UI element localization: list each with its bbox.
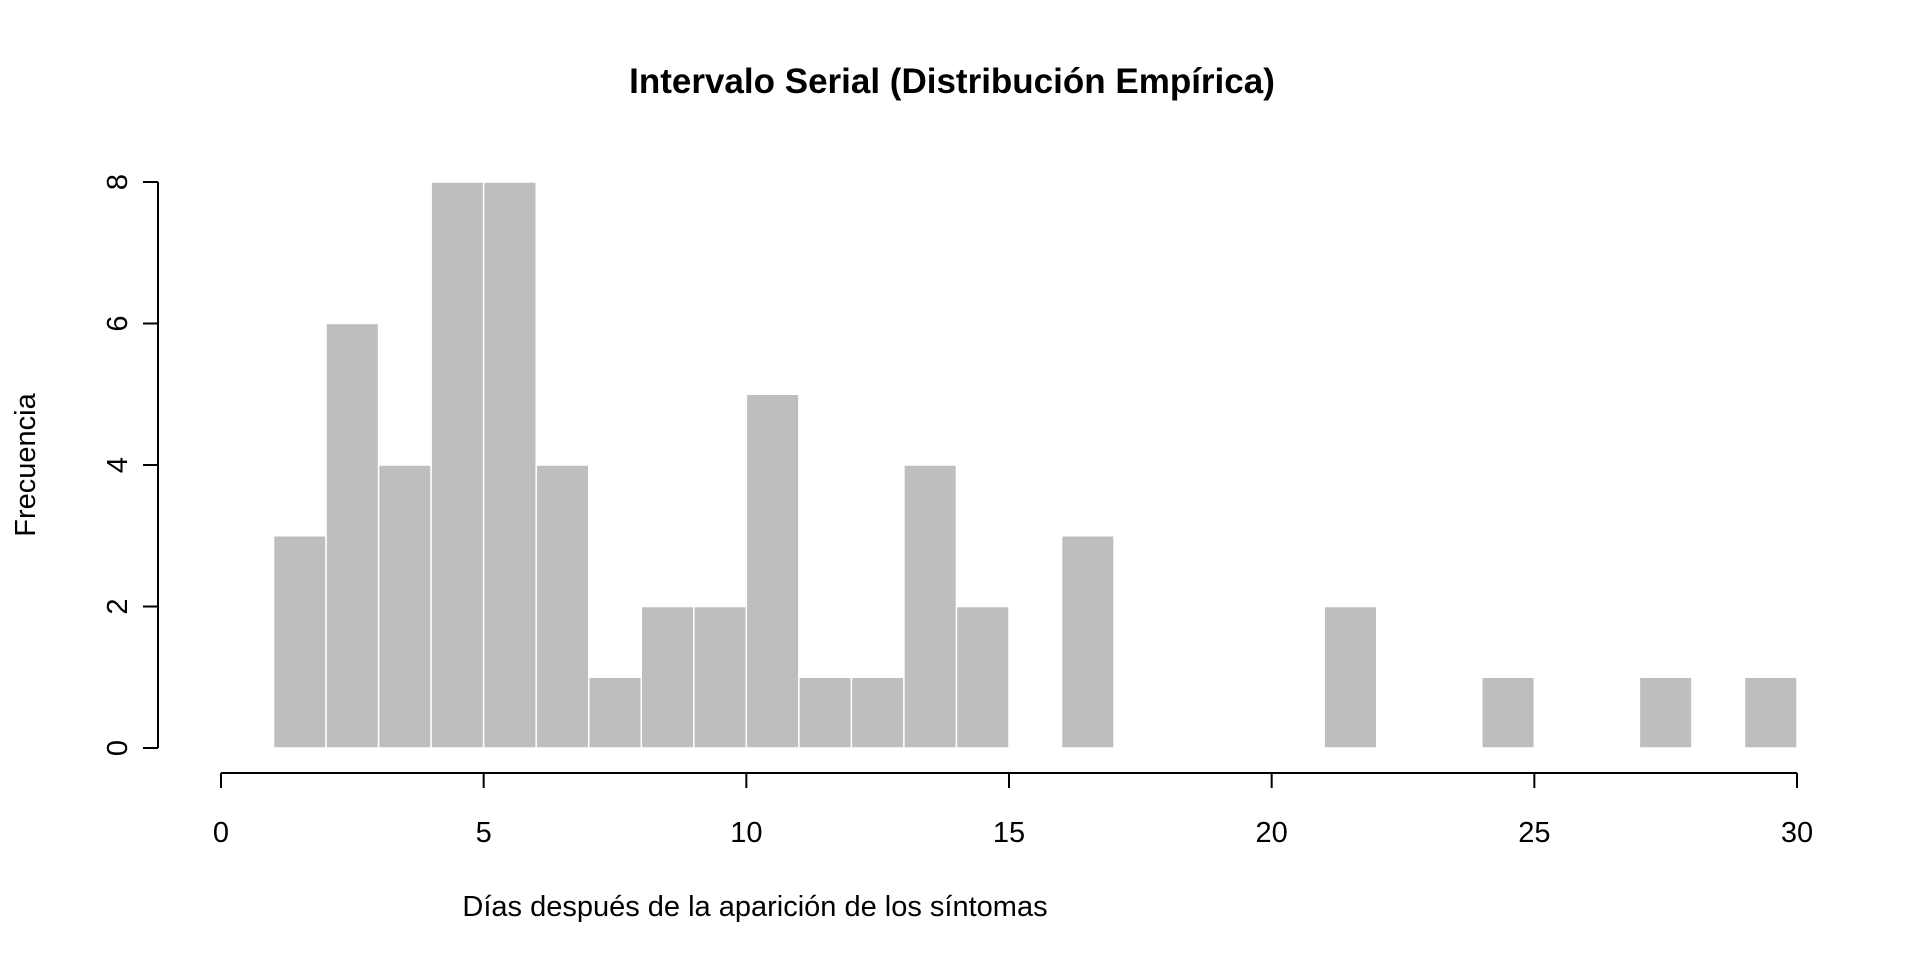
histogram-bar (325, 322, 380, 749)
histogram-bar (482, 181, 537, 749)
histogram-bar (693, 605, 748, 749)
histogram-bar (430, 181, 485, 749)
x-tick-label: 0 (213, 817, 229, 849)
histogram-bar (1743, 676, 1798, 749)
y-axis: 0 2 4 6 8 (102, 174, 159, 756)
histogram-bar (640, 605, 695, 749)
x-tick-label: 20 (1256, 817, 1288, 849)
histogram-bar (798, 676, 853, 749)
y-tick-label: 4 (102, 457, 134, 473)
y-tick-label: 8 (102, 174, 134, 190)
x-tick-label: 5 (476, 817, 492, 849)
x-tick-label: 25 (1518, 817, 1550, 849)
y-axis-label: Frecuencia (10, 392, 42, 536)
histogram-bar (955, 605, 1010, 749)
y-tick-label: 6 (102, 315, 134, 331)
chart-title: Intervalo Serial (Distribución Empírica) (629, 62, 1275, 101)
histogram-bar (272, 535, 327, 749)
histogram-bar (745, 393, 800, 749)
x-axis: 0 5 10 15 20 25 30 (213, 772, 1813, 849)
histogram-bar (1638, 676, 1693, 749)
histogram-bar (903, 464, 958, 749)
y-tick-label: 2 (102, 598, 134, 614)
histogram-bar (850, 676, 905, 749)
x-tick-label: 30 (1781, 817, 1813, 849)
x-tick-label: 10 (730, 817, 762, 849)
histogram-bar (587, 676, 643, 749)
x-axis-label: Días después de la aparición de los sínt… (462, 891, 1047, 923)
histogram-bar (535, 464, 590, 749)
histogram-bar (1060, 535, 1115, 749)
histogram-bars (272, 181, 1798, 749)
histogram-bar (377, 464, 432, 749)
histogram-bar (1323, 605, 1378, 749)
y-tick-label: 0 (102, 740, 134, 756)
x-tick-label: 15 (993, 817, 1025, 849)
histogram-bar (1481, 676, 1536, 749)
